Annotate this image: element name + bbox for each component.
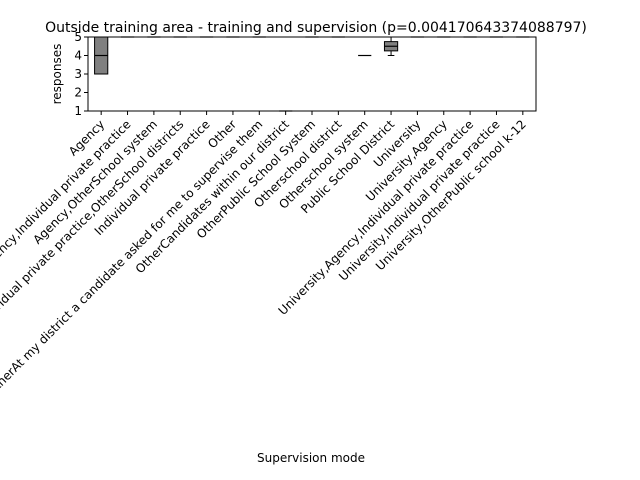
- box-0: [94, 36, 109, 75]
- plot-frame: [87, 36, 537, 112]
- y-tick-label: 3: [74, 67, 82, 81]
- box-11: [383, 36, 399, 56]
- x-axis-label: Supervision mode: [257, 451, 365, 465]
- y-tick-label: 2: [74, 86, 82, 100]
- chart-title: Outside training area - training and sup…: [45, 20, 587, 36]
- boxes-layer: [94, 36, 530, 112]
- y-tick-label: 1: [74, 104, 82, 118]
- y-axis-label: responses: [50, 44, 64, 105]
- y-tick-label: 5: [74, 30, 82, 44]
- y-tick-label: 4: [74, 49, 82, 63]
